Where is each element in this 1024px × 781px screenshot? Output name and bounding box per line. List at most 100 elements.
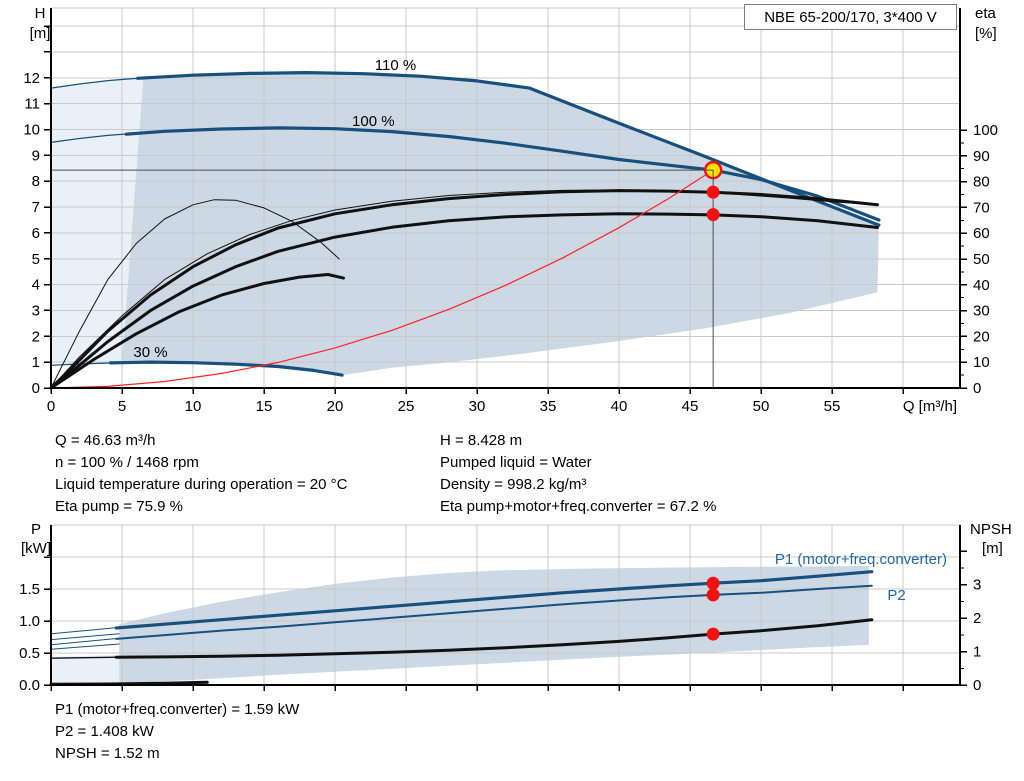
power-info: P1 (motor+freq.converter) = 1.59 kW P2 = … — [55, 699, 299, 765]
curve-label: 30 % — [133, 344, 167, 361]
curve-p1-thin — [50, 626, 120, 635]
right-tick-label: 1 — [973, 644, 981, 661]
curve-eta-thin-companion — [50, 189, 878, 389]
left-tick-label: 3 — [32, 302, 40, 319]
x-tick-label: 5 — [118, 398, 126, 415]
chart-axes — [50, 8, 961, 389]
duty-info-line: Eta pump = 75.9 % — [55, 498, 183, 515]
duty-info-right: H = 8.428 m Pumped liquid = Water Density … — [440, 430, 716, 518]
curve-eta-low-speed — [49, 273, 345, 390]
left-tick-label: 1.5 — [19, 581, 40, 598]
right-tick-label: 40 — [973, 277, 990, 294]
duty-info-line: Pumped liquid = Water — [440, 454, 592, 471]
curve-p2-curve — [115, 584, 873, 640]
duty-info-line: Eta pump+motor+freq.converter = 67.2 % — [440, 498, 717, 515]
x-tick-label: 30 — [469, 398, 486, 415]
duty-info-line: Q = 46.63 m³/h — [55, 432, 156, 449]
x-tick-label: 10 — [185, 398, 202, 415]
duty-info-line: n = 100 % / 1468 rpm — [55, 454, 199, 471]
chart-tick-labels: 0.0 0.5 1.0 1.5 0 1 2 3 — [19, 577, 981, 695]
curve-speed-110 — [136, 71, 881, 227]
right-tick-label: 0 — [973, 380, 981, 397]
y-right-title: eta — [975, 5, 997, 22]
curve-npsh-thin — [50, 656, 120, 659]
curve-p2-extra-thin — [50, 643, 120, 650]
p-axis-title: P — [31, 521, 41, 538]
x-tick-label: 35 — [540, 398, 557, 415]
p1-marker — [706, 576, 720, 590]
curve-label: P1 (motor+freq.converter) — [775, 551, 947, 568]
left-tick-label: 1 — [32, 354, 40, 371]
left-tick-label: 0.5 — [19, 645, 40, 662]
left-tick-label: 1.0 — [19, 613, 40, 630]
left-tick-label: 5 — [32, 251, 40, 268]
left-tick-label: 6 — [32, 225, 40, 242]
right-tick-label: 100 — [973, 122, 998, 139]
left-tick-label: 10 — [23, 122, 40, 139]
x-tick-label: 0 — [47, 398, 55, 415]
duty-point-group — [51, 160, 723, 388]
left-tick-label: 4 — [32, 277, 40, 294]
y-left-unit: [m] — [30, 25, 51, 42]
npsh-axis-title: NPSH — [970, 521, 1012, 538]
npsh-marker — [706, 627, 720, 641]
pump-model-label: NBE 65-200/170, 3*400 V — [764, 8, 937, 26]
left-tick-label: 8 — [32, 173, 40, 190]
curve-speed-30 — [109, 360, 344, 377]
curve-label: 110 % — [375, 57, 416, 74]
pump-model-box: NBE 65-200/170, 3*400 V — [744, 4, 957, 30]
x-tick-label: 15 — [256, 398, 273, 415]
power-info-line: P1 (motor+freq.converter) = 1.59 kW — [55, 701, 300, 718]
curve-eta-pump-motor-converter — [49, 212, 879, 390]
x-axis-title: Q [m³/h] — [903, 398, 957, 415]
duty-info-line: Density = 998.2 kg/m³ — [440, 476, 587, 493]
curve-p2-thin — [50, 637, 120, 646]
curve-system-curve — [50, 169, 714, 389]
eta-pump-marker — [706, 185, 720, 199]
x-tick-label: 50 — [753, 398, 770, 415]
bottom-duty-markers — [706, 576, 720, 641]
x-tick-label: 20 — [327, 398, 344, 415]
right-tick-label: 2 — [973, 610, 981, 627]
chart-fills — [51, 72, 879, 376]
curve-npsh-curve — [114, 618, 874, 659]
power-info-line: P2 = 1.408 kW — [55, 723, 154, 740]
left-tick-label: 2 — [32, 328, 40, 345]
right-tick-label: 10 — [973, 354, 990, 371]
left-tick-label: 9 — [32, 147, 40, 164]
right-tick-label: 0 — [973, 677, 981, 694]
chart-ticks — [44, 550, 967, 691]
npsh-axis-unit: [m] — [982, 540, 1003, 557]
axis-titles: H [m] eta [%] Q [m³/h] — [30, 5, 997, 415]
curve-speed-100 — [124, 126, 881, 222]
x-tick-label: 45 — [682, 398, 699, 415]
left-tick-label: 11 — [24, 96, 40, 113]
low-flow-wedge — [51, 654, 120, 684]
right-tick-label: 90 — [973, 148, 990, 165]
y-left-title: H — [35, 5, 46, 22]
right-tick-label: 50 — [973, 251, 990, 268]
curve-p1-extra-thin — [50, 633, 120, 641]
power-envelope — [119, 566, 869, 684]
p-axis-unit: [kW] — [21, 540, 51, 557]
x-tick-label: 55 — [824, 398, 841, 415]
x-tick-label: 25 — [398, 398, 415, 415]
curve-speed-110-thin — [50, 77, 144, 89]
eta-total-marker — [706, 208, 720, 222]
curve-label: 100 % — [352, 113, 395, 130]
left-tick-label: 12 — [23, 70, 40, 87]
curve-label: P2 — [887, 587, 905, 604]
right-tick-label: 60 — [973, 225, 990, 242]
left-tick-label: 0 — [32, 380, 40, 397]
curve-labels: P1 (motor+freq.converter) P2 — [775, 551, 947, 604]
chart-curves — [49, 71, 881, 390]
power-npsh-chart: 0.0 0.5 1.0 1.5 0 1 2 3 P1 (motor+freq.converter… — [19, 521, 1012, 695]
right-tick-label: 30 — [973, 303, 990, 320]
curve-p1-curve — [114, 570, 874, 630]
p2-marker — [706, 588, 720, 602]
right-tick-label: 3 — [973, 577, 981, 594]
bottom-axis-titles: P [kW] NPSH [m] — [21, 521, 1012, 557]
